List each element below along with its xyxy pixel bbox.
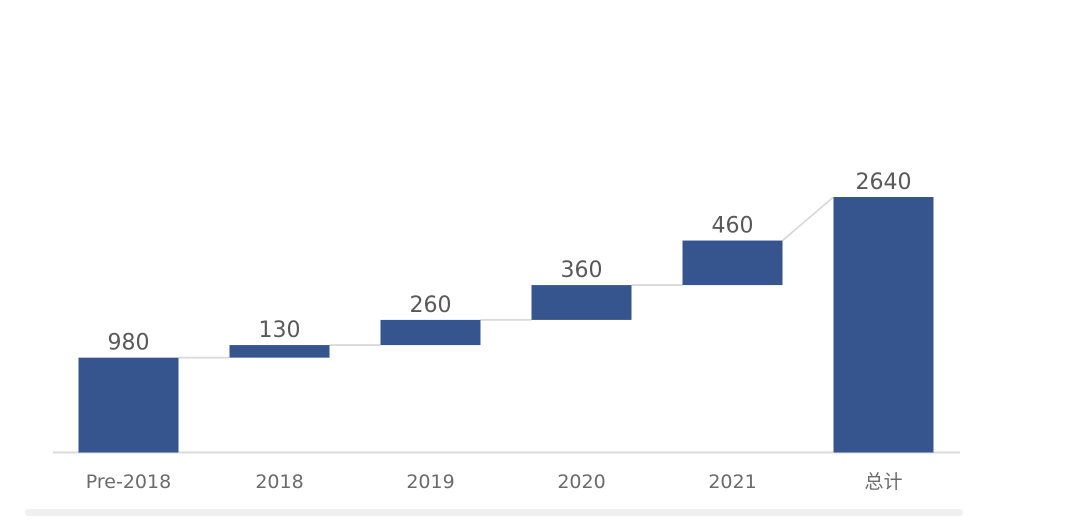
bar-pre-2018	[78, 357, 179, 453]
bottom-divider	[25, 509, 963, 516]
value-label-total: 2640	[856, 170, 912, 195]
bar-total	[833, 197, 934, 453]
category-label-2018: 2018	[255, 471, 303, 493]
category-label-pre-2018: Pre-2018	[86, 471, 171, 493]
value-label-2020: 360	[561, 258, 603, 283]
value-label-2021: 460	[712, 214, 754, 239]
value-label-pre-2018: 980	[108, 331, 150, 356]
category-label-2020: 2020	[557, 471, 605, 493]
bar-2018	[229, 345, 330, 358]
bar-2020	[531, 285, 632, 320]
value-label-2019: 260	[410, 293, 452, 318]
bar-2021	[682, 240, 783, 286]
category-label-total: 总计	[864, 471, 902, 493]
value-label-2018: 130	[259, 318, 301, 343]
category-label-2021: 2021	[708, 471, 756, 493]
connector-line-2021-to-total	[781, 196, 835, 242]
bar-2019	[380, 319, 481, 346]
category-label-2019: 2019	[406, 471, 454, 493]
